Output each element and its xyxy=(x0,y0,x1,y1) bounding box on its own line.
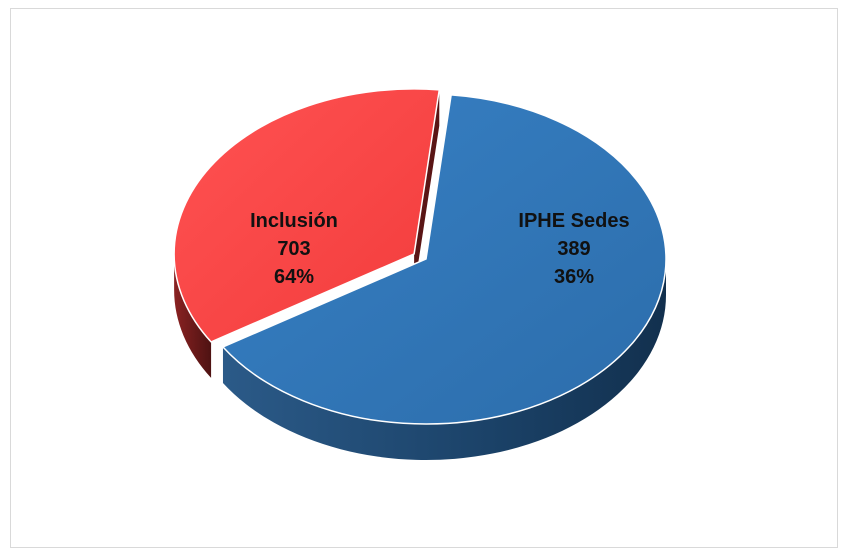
data-label-percent-2: 36% xyxy=(554,266,594,288)
pie-slice-1 xyxy=(221,94,667,425)
data-label-percent-1: 64% xyxy=(274,266,314,288)
data-label-name-2: IPHE Sedes xyxy=(518,210,629,232)
pie-slice-cut-face-2 xyxy=(414,89,440,290)
data-label-value-2: 389 xyxy=(557,238,590,260)
data-label-name-1: Inclusión xyxy=(250,210,338,232)
pie-slice-2 xyxy=(173,88,441,343)
chart-area: Inclusión 703 64% IPHE Sedes 389 36% xyxy=(10,8,838,548)
data-label-value-1: 703 xyxy=(277,238,310,260)
pie-slice-side-2 xyxy=(174,253,212,378)
pie-slice-side-1 xyxy=(222,259,667,460)
pie-chart: Inclusión 703 64% IPHE Sedes 389 36% xyxy=(173,88,667,460)
